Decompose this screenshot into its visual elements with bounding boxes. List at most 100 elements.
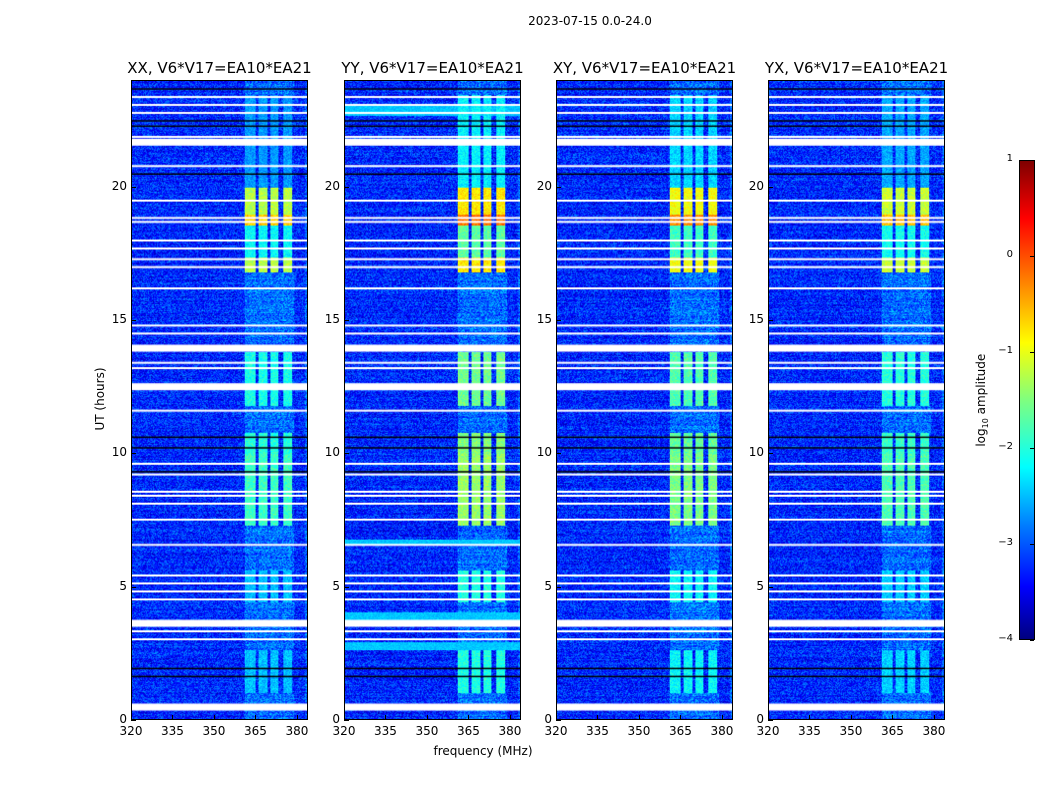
- y-tick-label: 5: [756, 578, 764, 593]
- colorbar-tick-label: −1: [998, 345, 1013, 356]
- x-tick-mark: [933, 715, 935, 720]
- y-tick-label: 20: [324, 178, 340, 193]
- y-tick-label: 15: [324, 312, 340, 326]
- x-tick-mark: [509, 715, 511, 720]
- x-tick-label: 350: [627, 724, 651, 738]
- panel-title: YX, V6*V17=EA10*EA21: [764, 59, 949, 77]
- y-tick-mark: [556, 586, 561, 588]
- colorbar: [1019, 160, 1035, 640]
- x-tick-mark: [809, 715, 811, 720]
- x-tick-mark: [597, 715, 599, 720]
- x-tick-mark: [131, 715, 132, 720]
- y-tick-mark: [344, 720, 349, 721]
- y-tick-mark: [556, 453, 561, 455]
- y-tick-mark: [768, 720, 773, 721]
- spectrogram-image: [132, 81, 307, 719]
- x-tick-label: 320: [756, 724, 780, 738]
- y-tick-label: 5: [119, 578, 127, 593]
- y-tick-mark: [768, 586, 773, 588]
- x-tick-mark: [172, 715, 174, 720]
- spectrogram-panel: [131, 80, 308, 720]
- x-tick-mark: [255, 715, 257, 720]
- colorbar-tick-mark: [1030, 256, 1034, 257]
- x-tick-mark: [344, 715, 345, 720]
- x-tick-label: 365: [881, 724, 904, 738]
- x-tick-label: 350: [415, 724, 439, 738]
- spectrogram-image: [557, 81, 732, 719]
- x-tick-label: 365: [244, 724, 267, 738]
- y-tick-mark: [556, 320, 561, 321]
- x-tick-mark: [638, 715, 640, 720]
- x-tick-label: 320: [332, 724, 356, 738]
- y-tick-label: 10: [111, 445, 127, 460]
- x-tick-label: 335: [586, 724, 609, 738]
- x-tick-label: 335: [161, 724, 184, 738]
- colorbar-tick-label: 0: [1006, 249, 1013, 260]
- y-tick-label: 15: [748, 312, 764, 326]
- x-tick-label: 350: [839, 724, 863, 738]
- x-tick-mark: [768, 715, 769, 720]
- colorbar-tick-mark: [1030, 160, 1034, 161]
- y-tick-label: 0: [332, 712, 340, 726]
- y-tick-mark: [131, 720, 136, 721]
- x-tick-label: 365: [669, 724, 692, 738]
- x-tick-label: 320: [544, 724, 568, 738]
- y-tick-label: 10: [536, 445, 552, 460]
- y-tick-label: 15: [536, 312, 552, 326]
- y-tick-mark: [768, 186, 773, 188]
- y-tick-label: 15: [111, 312, 127, 326]
- colorbar-tick-label: −4: [998, 633, 1013, 644]
- x-tick-mark: [850, 715, 852, 720]
- y-tick-mark: [344, 320, 349, 321]
- colorbar-tick-mark: [1030, 352, 1034, 353]
- y-tick-mark: [556, 720, 561, 721]
- y-tick-mark: [344, 453, 349, 455]
- y-tick-label: 0: [544, 712, 552, 726]
- panel-title: XX, V6*V17=EA10*EA21: [127, 59, 312, 77]
- x-tick-mark: [721, 715, 723, 720]
- y-tick-mark: [768, 453, 773, 455]
- y-tick-label: 20: [111, 178, 127, 193]
- figure-title: 2023-07-15 0.0-24.0: [528, 14, 652, 28]
- x-tick-label: 380: [710, 724, 734, 738]
- spectrogram-panel: [344, 80, 521, 720]
- y-tick-mark: [131, 320, 136, 321]
- colorbar-tick-label: 1: [1006, 153, 1013, 164]
- y-tick-mark: [768, 320, 773, 321]
- y-tick-mark: [556, 186, 561, 188]
- x-tick-mark: [556, 715, 557, 720]
- x-tick-mark: [213, 715, 215, 720]
- y-tick-label: 5: [332, 578, 340, 593]
- colorbar-tick-mark: [1030, 640, 1034, 641]
- y-tick-label: 0: [119, 712, 127, 726]
- spectrogram-panel: [556, 80, 733, 720]
- y-tick-mark: [344, 586, 349, 588]
- colorbar-tick-label: −2: [998, 441, 1013, 452]
- x-tick-mark: [468, 715, 470, 720]
- x-tick-label: 350: [202, 724, 226, 738]
- colorbar-tick-label: −3: [998, 537, 1013, 548]
- panel-title: XY, V6*V17=EA10*EA21: [552, 59, 737, 77]
- y-tick-label: 20: [748, 178, 764, 193]
- x-tick-label: 380: [922, 724, 946, 738]
- spectrogram-image: [769, 81, 944, 719]
- y-tick-label: 10: [324, 445, 340, 460]
- spectrogram-panel: [768, 80, 945, 720]
- y-tick-label: 20: [536, 178, 552, 193]
- y-tick-mark: [344, 186, 349, 188]
- x-axis-label: frequency (MHz): [433, 744, 533, 758]
- x-tick-mark: [680, 715, 682, 720]
- x-tick-label: 335: [374, 724, 397, 738]
- panel-title: YY, V6*V17=EA10*EA21: [341, 59, 524, 77]
- x-tick-label: 380: [498, 724, 522, 738]
- colorbar-tick-mark: [1030, 544, 1034, 545]
- y-tick-label: 10: [748, 445, 764, 460]
- spectrogram-image: [345, 81, 520, 719]
- x-tick-label: 335: [798, 724, 821, 738]
- y-axis-label: UT (hours): [93, 367, 107, 431]
- x-tick-mark: [296, 715, 298, 720]
- x-tick-label: 320: [119, 724, 143, 738]
- x-tick-label: 365: [457, 724, 480, 738]
- x-tick-mark: [385, 715, 387, 720]
